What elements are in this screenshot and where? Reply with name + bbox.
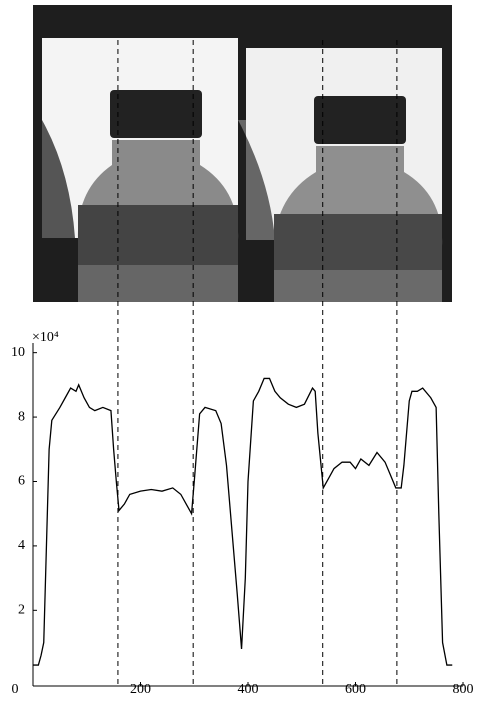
x-tick-label: 0: [12, 682, 19, 697]
y-tick-label: 2: [18, 603, 25, 618]
photo: [33, 5, 452, 302]
y-tick-label: 10: [11, 345, 25, 360]
x-tick-label: 600: [345, 682, 366, 697]
x-tick-label: 400: [238, 682, 259, 697]
x-tick-label: 200: [130, 682, 151, 697]
y-tick-label: 4: [18, 538, 25, 553]
y-tick-label: 8: [18, 409, 25, 424]
data-line: [33, 377, 453, 666]
y-multiplier: ×10⁴: [32, 330, 59, 345]
y-tick-label: 6: [18, 474, 25, 489]
x-tick-label: 800: [453, 682, 474, 697]
